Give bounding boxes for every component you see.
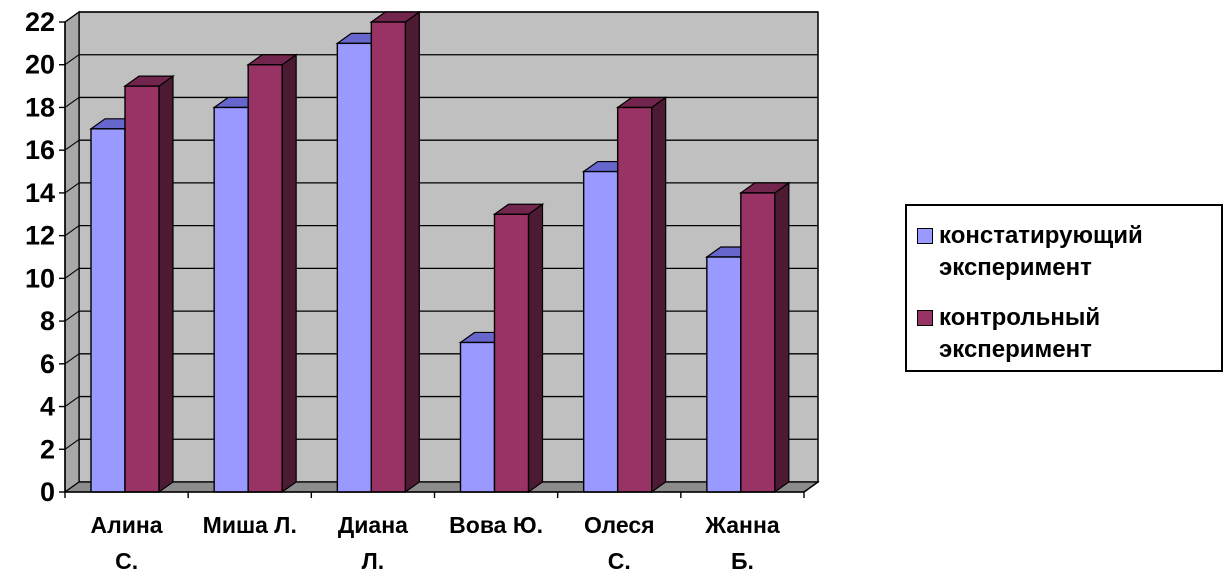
- x-axis-end: [803, 481, 819, 493]
- x-category-label: Л.: [362, 548, 385, 574]
- x-category-label: Жанна: [704, 512, 780, 538]
- legend-label-series-2: контрольный эксперимент: [939, 304, 1101, 363]
- x-category-label: Б.: [731, 548, 754, 574]
- bar-s1-c1: [90, 128, 126, 493]
- bar-s2-c3: [370, 21, 407, 493]
- gridline-side: [64, 225, 80, 237]
- bar-side-s2-c6: [774, 181, 790, 494]
- y-tick-label: 6: [40, 349, 55, 379]
- bar-side-s2-c3: [404, 10, 420, 494]
- plot-area: [64, 10, 819, 494]
- bar-side-s2-c1: [158, 74, 174, 494]
- y-tick-label: 20: [25, 50, 55, 80]
- y-tick-label: 18: [25, 92, 55, 122]
- bar-s1-c5: [582, 170, 619, 493]
- gridline-side: [64, 353, 80, 365]
- bar-s2-c4: [493, 213, 530, 493]
- plot-side-wall: [64, 10, 80, 494]
- bar-s1-c6: [706, 256, 742, 493]
- bar-s1-c3: [336, 42, 373, 493]
- bar-s1-c4: [459, 341, 496, 493]
- x-category-label: С.: [608, 548, 631, 574]
- y-tick-label: 8: [40, 306, 55, 336]
- bar-side-s2-c2: [281, 53, 297, 494]
- gridlines: [64, 11, 818, 450]
- y-tick-label: 22: [25, 7, 55, 37]
- bar-s2-c2: [247, 64, 283, 493]
- gridline-side: [64, 182, 80, 194]
- bar-s1-c2: [213, 106, 249, 493]
- legend-swatch-series-1: [917, 228, 933, 244]
- bar-side-s2-c5: [651, 96, 667, 494]
- y-tick-label: 16: [25, 135, 55, 165]
- x-category-label: Миша Л.: [203, 512, 297, 538]
- legend-swatch-series-2: [917, 310, 933, 326]
- y-tick-label: 4: [40, 392, 55, 422]
- gridline-side: [64, 97, 80, 108]
- bar-s2-c1: [124, 85, 160, 493]
- legend: констатирующий эксперимент контрольный э…: [905, 204, 1223, 372]
- gridline-side: [64, 54, 80, 66]
- gridline-side: [64, 396, 80, 407]
- plot-back-wall: [78, 11, 819, 483]
- y-tick-label: 0: [40, 477, 55, 507]
- plot-floor: [63, 481, 820, 493]
- axes: [64, 22, 819, 498]
- x-category-label: Вова Ю.: [449, 512, 543, 538]
- gridline-side: [64, 267, 80, 279]
- y-tick-label: 2: [40, 434, 55, 464]
- y-tick-label: 12: [25, 221, 55, 251]
- gridline-side: [64, 139, 80, 151]
- x-category-label: Олеся: [584, 512, 655, 538]
- gridline-side: [64, 11, 80, 23]
- y-tick-label: 10: [25, 263, 55, 293]
- y-tick-label: 14: [25, 178, 55, 208]
- y-axis-ticks: 0 2 4 6 8 10 12 14 16 18 20 22: [25, 7, 65, 507]
- x-category-label: Алина: [91, 512, 163, 538]
- bar-s2-c6: [740, 192, 776, 493]
- x-category-label: Диана: [338, 512, 408, 538]
- x-category-label: С.: [115, 548, 138, 574]
- bar-s2-c5: [616, 106, 653, 493]
- x-axis-labels: Алина С. Миша Л. Диана Л. Вова Ю. Олеся С. Жанна…: [91, 512, 780, 574]
- plot-floor-plane: [63, 481, 820, 493]
- legend-label-series-1: констатирующий эксперимент: [939, 222, 1143, 281]
- gridline-side: [64, 438, 80, 450]
- bar-side-s2-c4: [527, 203, 544, 494]
- gridline-side: [64, 310, 80, 322]
